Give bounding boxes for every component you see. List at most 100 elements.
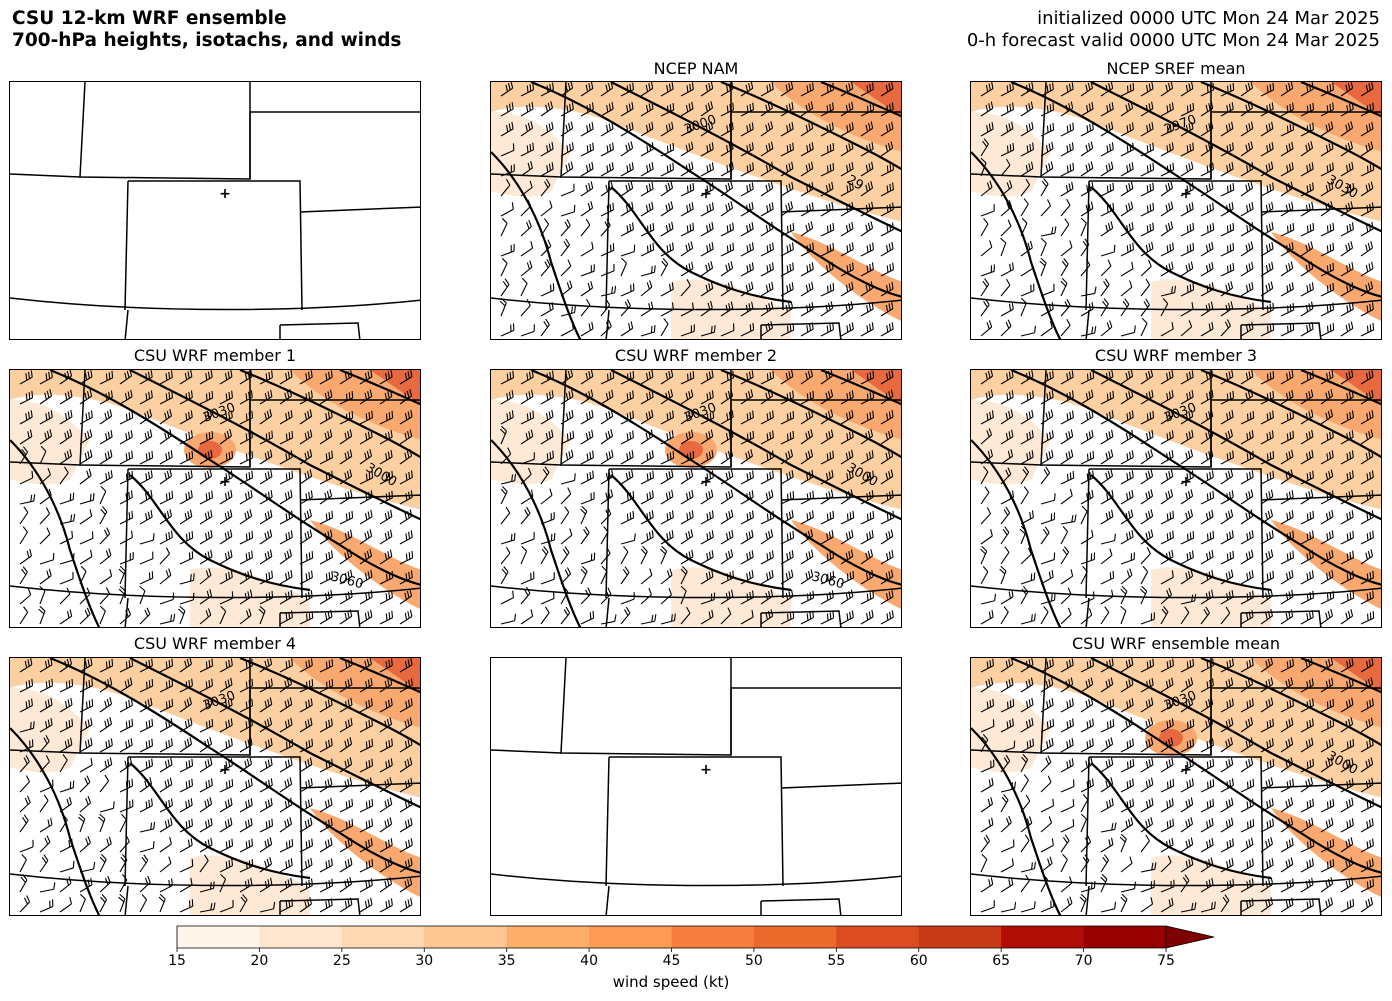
wind-barb	[680, 510, 694, 525]
wind-barb	[1000, 429, 1014, 445]
wind-barb	[1380, 195, 1381, 196]
wind-barb	[79, 509, 93, 525]
state-border	[971, 585, 1381, 599]
wind-barb	[1280, 797, 1294, 813]
wind-barb	[740, 222, 754, 237]
wind-barb	[1160, 818, 1175, 833]
wind-barb	[580, 552, 596, 565]
wind-barb	[1180, 857, 1194, 873]
wind-barb	[1140, 202, 1155, 217]
wind-barb	[900, 603, 901, 604]
wind-barb	[1280, 261, 1294, 277]
wind-barb	[560, 606, 571, 625]
wind-barb	[1160, 102, 1174, 117]
wind-barb	[1020, 738, 1035, 753]
wind-barb	[740, 490, 754, 505]
wind-barb	[1140, 612, 1155, 625]
wind-barb	[1240, 411, 1255, 425]
wind-barb	[59, 754, 68, 773]
wind-barb	[1380, 155, 1381, 156]
wind-barb	[239, 569, 253, 585]
wind-barb	[600, 507, 612, 525]
wind-barb	[1080, 697, 1094, 713]
wind-barb	[1260, 142, 1274, 157]
wind-barb	[1100, 390, 1115, 405]
wind-barb	[419, 443, 420, 444]
wind-barb	[660, 568, 673, 585]
wind-barb	[59, 587, 71, 605]
wind-barb	[1380, 811, 1381, 812]
state-border	[279, 898, 361, 915]
wind-barb	[419, 503, 420, 504]
wind-barb	[1120, 162, 1134, 177]
wind-barb	[79, 893, 86, 913]
isotach-region	[290, 658, 420, 728]
wind-barb	[1380, 563, 1381, 564]
wind-barb	[419, 811, 420, 812]
wind-barb	[1140, 566, 1149, 585]
wind-barb	[39, 735, 50, 753]
wind-barb	[1320, 549, 1334, 565]
state-border	[605, 885, 610, 915]
wind-barb	[700, 281, 714, 297]
wind-barb	[1260, 121, 1274, 137]
wind-barb	[1160, 82, 1174, 97]
wind-barb	[1020, 774, 1029, 793]
wind-barb	[1040, 390, 1054, 405]
wind-barb	[1020, 861, 1036, 873]
wind-barb	[980, 138, 989, 157]
panel-title-2: NCEP NAM	[653, 59, 739, 78]
wind-barb	[1000, 754, 1011, 773]
wind-barb	[1300, 409, 1314, 425]
wind-barb	[1040, 449, 1054, 465]
wind-barb	[79, 370, 93, 385]
wind-barb	[680, 389, 694, 405]
state-border	[760, 322, 842, 339]
wind-barb	[239, 509, 253, 525]
wind-barb	[1180, 242, 1195, 257]
wind-barb	[720, 323, 735, 337]
wind-barb	[118, 893, 126, 913]
wind-barb	[1220, 569, 1234, 585]
wind-barb	[1360, 757, 1374, 773]
wind-barb	[1260, 82, 1275, 97]
wind-barb	[259, 798, 273, 813]
wind-barb	[1140, 834, 1150, 853]
wind-barb	[59, 814, 68, 833]
wind-barb	[700, 221, 714, 237]
wind-barb	[880, 469, 894, 485]
wind-barb	[1260, 221, 1274, 237]
wind-barb	[1240, 778, 1255, 793]
wind-barb	[740, 162, 754, 177]
wind-barb	[1300, 817, 1314, 833]
wind-barb	[800, 262, 814, 277]
wind-barb	[1340, 410, 1354, 425]
wind-barb	[720, 549, 734, 565]
wind-barb	[1060, 410, 1074, 425]
wind-barb	[279, 777, 293, 793]
wind-barb	[1340, 818, 1354, 833]
wind-barb	[1160, 510, 1175, 525]
wind-barb	[780, 82, 794, 97]
wind-barb	[179, 573, 195, 585]
wind-barb	[720, 509, 734, 525]
wind-barb	[840, 242, 854, 257]
wind-barb	[1180, 797, 1194, 813]
wind-barb	[399, 589, 413, 605]
wind-barb	[800, 242, 814, 257]
colorbar-extend-arrow	[1165, 925, 1215, 949]
colorbar-bin	[753, 926, 837, 948]
wind-barb	[1320, 609, 1334, 625]
wind-barb	[1180, 677, 1194, 693]
wind-barb	[379, 529, 393, 545]
wind-barb	[760, 489, 774, 505]
wind-barb	[1220, 509, 1234, 525]
wind-barb	[1000, 121, 1014, 137]
wind-barb	[219, 738, 233, 753]
wind-barb	[1180, 719, 1195, 733]
wind-barb	[560, 506, 570, 525]
wind-barb	[199, 409, 213, 425]
wind-barb	[980, 593, 997, 605]
wind-barb	[1380, 851, 1381, 852]
wind-barb	[1020, 901, 1036, 913]
